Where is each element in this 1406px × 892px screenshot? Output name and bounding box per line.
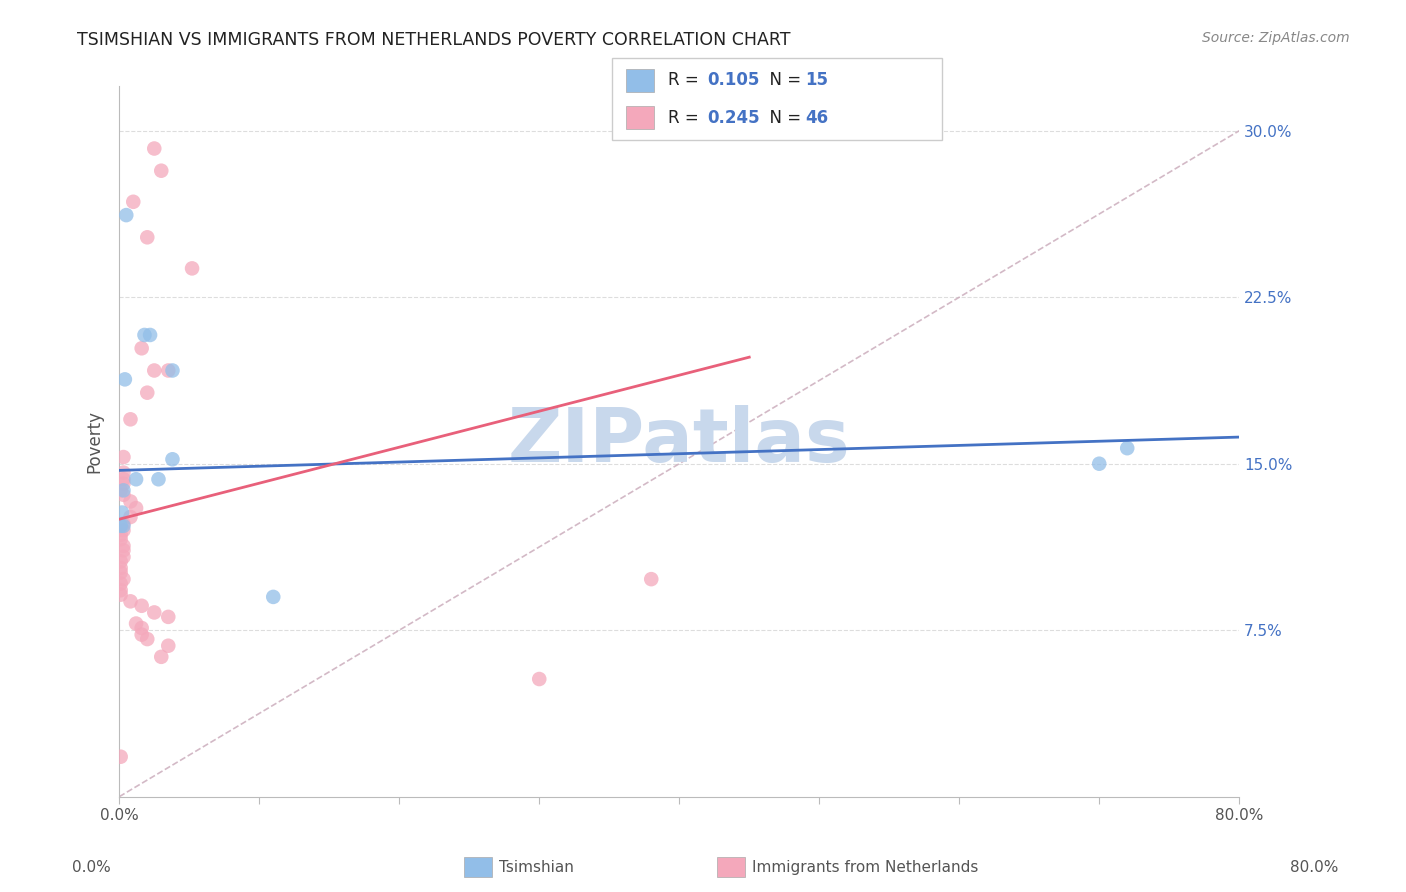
Point [131, 627, 153, 641]
Point [125, 616, 148, 631]
Text: R =: R = [668, 71, 704, 89]
Point [136, 230, 159, 244]
Text: ZIPatlas: ZIPatlas [508, 405, 851, 478]
Point [136, 632, 159, 646]
Text: TSIMSHIAN VS IMMIGRANTS FROM NETHERLANDS POVERTY CORRELATION CHART: TSIMSHIAN VS IMMIGRANTS FROM NETHERLANDS… [77, 31, 790, 49]
Point [1088, 457, 1111, 471]
Point [110, 576, 132, 591]
Point [114, 372, 136, 386]
Point [110, 749, 132, 764]
Point [162, 363, 184, 377]
Point [139, 328, 162, 343]
Point [134, 328, 156, 343]
Point [136, 385, 159, 400]
Point [262, 590, 284, 604]
Point [143, 606, 166, 620]
Point [110, 588, 132, 602]
Point [120, 494, 142, 508]
Point [112, 572, 135, 586]
Point [125, 501, 148, 516]
Point [125, 472, 148, 486]
Point [112, 539, 135, 553]
Point [110, 532, 132, 546]
Point [112, 488, 135, 502]
Point [131, 599, 153, 613]
Point [110, 519, 132, 533]
Point [1116, 441, 1139, 455]
Point [143, 141, 166, 155]
Y-axis label: Poverty: Poverty [86, 410, 103, 473]
Point [115, 208, 138, 222]
Point [157, 610, 180, 624]
Text: 15: 15 [806, 71, 828, 89]
Point [112, 543, 135, 558]
Point [529, 672, 551, 686]
Text: Tsimshian: Tsimshian [499, 860, 574, 874]
Point [120, 594, 142, 608]
Point [112, 483, 135, 498]
Point [112, 519, 135, 533]
Point [111, 506, 134, 520]
Point [181, 261, 204, 276]
Point [110, 566, 132, 580]
Point [112, 549, 135, 564]
Point [112, 516, 135, 531]
Point [143, 363, 166, 377]
Point [157, 639, 180, 653]
Point [120, 510, 142, 524]
Point [110, 483, 132, 498]
Point [112, 524, 135, 538]
Point [110, 561, 132, 575]
Point [640, 572, 662, 586]
Point [157, 363, 180, 377]
Point [148, 472, 170, 486]
Point [110, 554, 132, 568]
Text: Source: ZipAtlas.com: Source: ZipAtlas.com [1202, 31, 1350, 45]
Point [122, 194, 145, 209]
Point [150, 649, 173, 664]
Text: Immigrants from Netherlands: Immigrants from Netherlands [752, 860, 979, 874]
Text: N =: N = [759, 71, 807, 89]
Text: N =: N = [759, 109, 807, 127]
Point [110, 527, 132, 541]
Point [112, 476, 135, 491]
Point [131, 341, 153, 355]
Point [131, 621, 153, 635]
Point [112, 472, 135, 486]
Point [112, 466, 135, 480]
Text: 46: 46 [806, 109, 828, 127]
Text: 80.0%: 80.0% [1291, 860, 1339, 874]
Point [150, 163, 173, 178]
Point [162, 452, 184, 467]
Text: R =: R = [668, 109, 704, 127]
Text: 0.245: 0.245 [707, 109, 759, 127]
Point [120, 412, 142, 426]
Point [110, 583, 132, 598]
Point [112, 450, 135, 464]
Text: 0.105: 0.105 [707, 71, 759, 89]
Text: 0.0%: 0.0% [72, 860, 111, 874]
